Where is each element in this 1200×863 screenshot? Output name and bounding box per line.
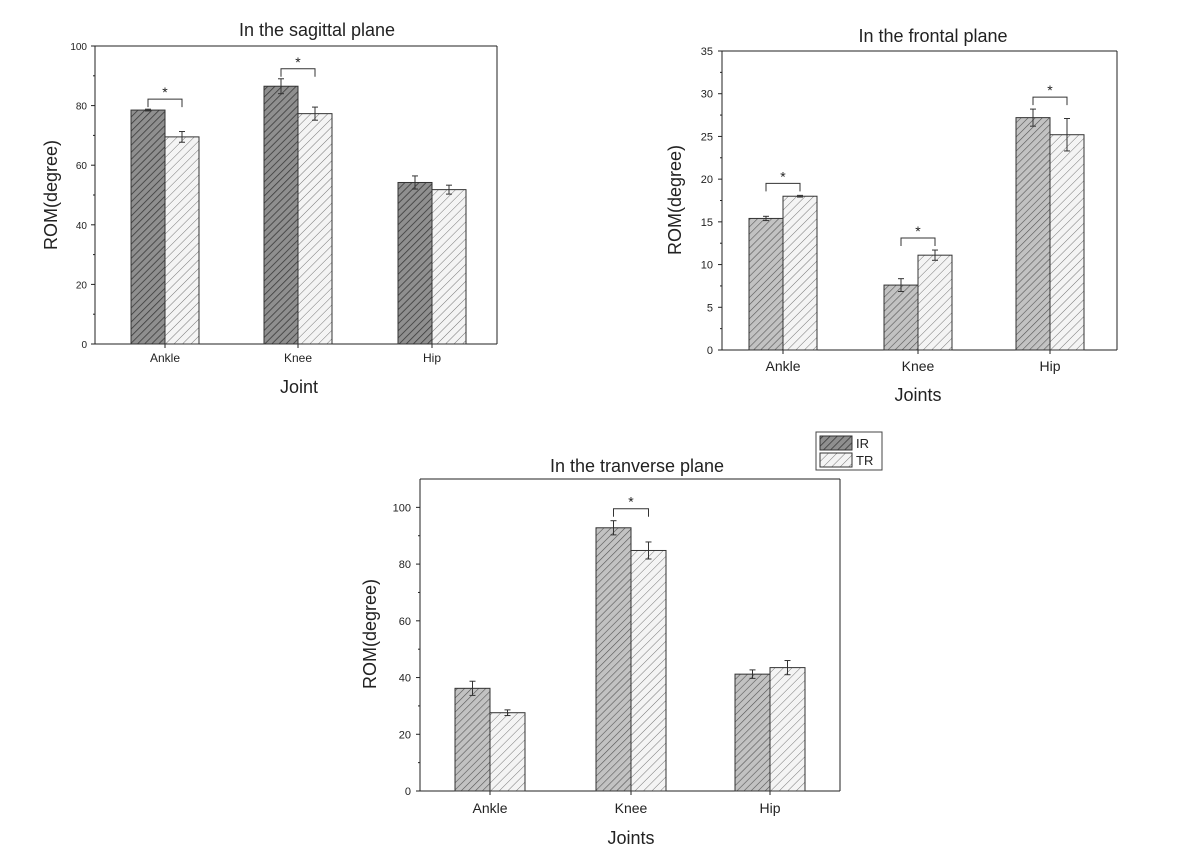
chart-transverse-ylabel: ROM(degree) [360,579,380,689]
frontal-sig-bracket-knee [900,237,936,247]
legend: IR TR [815,431,883,471]
frontal-ytick-label: 15 [701,217,713,229]
frontal-bar-tr-ankle [782,195,818,351]
frontal-ytick-label: 30 [701,89,713,101]
transverse-ytick-label: 80 [399,559,411,571]
frontal-sig-star-knee: * [915,223,921,239]
chart-sagittal-xlabel: Joint [280,377,318,397]
frontal-xtick-label: Hip [1039,358,1060,374]
transverse-ytick-label: 60 [399,616,411,628]
transverse-sig-bracket-knee [613,508,649,517]
frontal-bar-ir-hip [1015,117,1051,351]
transverse-bar-tr-hip [769,667,806,792]
sagittal-bar-tr-knee [297,113,333,345]
legend-swatch-ir [819,435,853,451]
transverse-bar-tr-ankle [489,712,526,792]
sagittal-bar-ir-knee [263,85,299,345]
sagittal-ytick-label: 40 [76,221,88,232]
legend-label-ir: IR [856,436,869,451]
frontal-ytick-label: 20 [701,174,713,186]
chart-transverse-title: In the tranverse plane [550,456,724,476]
sagittal-sig-star-ankle: * [162,84,168,100]
transverse-ytick-label: 40 [399,673,411,685]
sagittal-bar-tr-ankle [164,136,200,345]
transverse-ytick-label: 100 [393,502,411,514]
sagittal-sig-bracket-ankle [147,98,183,108]
sagittal-xtick-label: Ankle [150,351,180,365]
frontal-ytick-label: 10 [701,260,713,272]
sagittal-sig-star-knee: * [295,54,301,70]
chart-frontal-ylabel: ROM(degree) [665,145,685,255]
legend-swatch-tr [819,452,853,468]
frontal-sig-star-hip: * [1047,82,1053,98]
chart-frontal: In the frontal plane ROM(degree) Joints … [665,26,1118,405]
transverse-xtick-label: Knee [615,800,648,816]
frontal-sig-bracket-hip [1032,96,1068,106]
chart-sagittal: In the sagittal plane ROM(degree) Joint … [41,20,498,397]
sagittal-ytick-label: 100 [70,42,87,53]
transverse-sig-star-knee: * [628,494,634,510]
sagittal-bar-ir-ankle [130,109,166,345]
sagittal-xtick-label: Hip [423,351,441,365]
transverse-ytick-label: 20 [399,729,411,741]
chart-frontal-title: In the frontal plane [858,26,1007,46]
chart-sagittal-ylabel: ROM(degree) [41,140,61,250]
legend-label-tr: TR [856,453,873,468]
chart-transverse-xlabel: Joints [607,828,654,848]
sagittal-xtick-label: Knee [284,351,312,365]
transverse-xtick-label: Ankle [472,800,507,816]
transverse-bar-ir-hip [734,673,771,792]
frontal-bar-ir-knee [883,284,919,351]
sagittal-ytick-label: 60 [76,161,88,172]
transverse-bar-tr-knee [630,549,667,792]
sagittal-ytick-label: 80 [76,102,88,113]
frontal-sig-bracket-ankle [765,182,801,192]
frontal-ytick-label: 5 [707,302,713,314]
sagittal-bar-ir-hip [397,181,433,345]
frontal-xtick-label: Knee [902,358,935,374]
frontal-sig-star-ankle: * [780,168,786,184]
sagittal-ytick-label: 20 [76,280,88,291]
chart-frontal-xlabel: Joints [894,385,941,405]
frontal-xtick-label: Ankle [765,358,800,374]
frontal-bar-tr-hip [1049,134,1085,351]
sagittal-ytick-label: 0 [81,340,87,351]
transverse-bar-ir-ankle [454,687,491,792]
sagittal-bar-tr-hip [431,189,467,345]
frontal-ytick-label: 35 [701,46,713,58]
sagittal-sig-bracket-knee [280,68,316,77]
frontal-ytick-label: 0 [707,345,713,357]
frontal-bar-tr-knee [917,254,953,351]
chart-sagittal-title: In the sagittal plane [239,20,395,40]
transverse-bar-ir-knee [595,527,632,792]
chart-transverse: In the tranverse plane ROM(degree) Joint… [360,456,841,848]
transverse-xtick-label: Hip [759,800,780,816]
frontal-ytick-label: 25 [701,131,713,143]
transverse-ytick-label: 0 [405,786,411,798]
frontal-bar-ir-ankle [748,217,784,351]
